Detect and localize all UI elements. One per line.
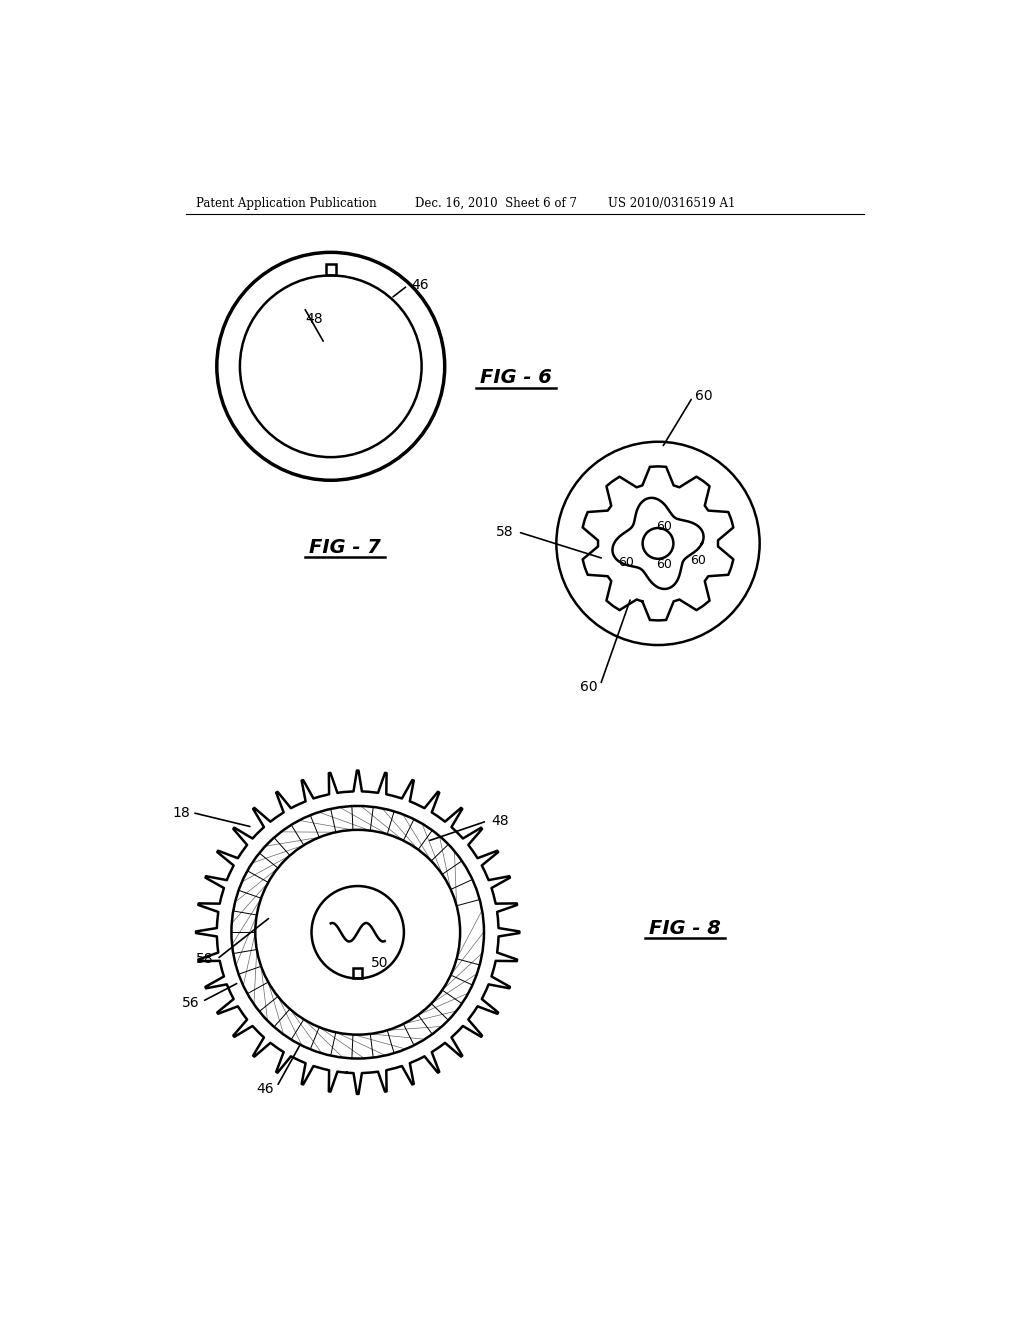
Text: 60: 60 bbox=[617, 556, 634, 569]
Text: 50: 50 bbox=[371, 956, 388, 970]
Text: 60: 60 bbox=[581, 680, 598, 694]
Text: Patent Application Publication: Patent Application Publication bbox=[196, 197, 377, 210]
Text: 46: 46 bbox=[412, 279, 429, 293]
Text: 56: 56 bbox=[181, 997, 199, 1010]
Text: Dec. 16, 2010  Sheet 6 of 7: Dec. 16, 2010 Sheet 6 of 7 bbox=[416, 197, 578, 210]
Text: 60: 60 bbox=[656, 558, 672, 572]
Text: US 2010/0316519 A1: US 2010/0316519 A1 bbox=[608, 197, 735, 210]
Text: 58: 58 bbox=[196, 952, 214, 966]
Text: 60: 60 bbox=[690, 554, 706, 566]
Text: 48: 48 bbox=[490, 814, 509, 828]
Text: 60: 60 bbox=[656, 520, 672, 533]
Text: 46: 46 bbox=[257, 1082, 274, 1096]
Text: 58: 58 bbox=[497, 525, 514, 539]
Bar bbox=[353, 969, 361, 978]
Bar bbox=[326, 264, 336, 276]
Text: FIG - 6: FIG - 6 bbox=[479, 368, 552, 387]
Text: 48: 48 bbox=[305, 312, 323, 326]
Text: 60: 60 bbox=[695, 388, 713, 403]
Text: FIG - 8: FIG - 8 bbox=[649, 919, 721, 939]
Text: 18: 18 bbox=[172, 805, 189, 820]
Text: FIG - 7: FIG - 7 bbox=[308, 537, 381, 557]
